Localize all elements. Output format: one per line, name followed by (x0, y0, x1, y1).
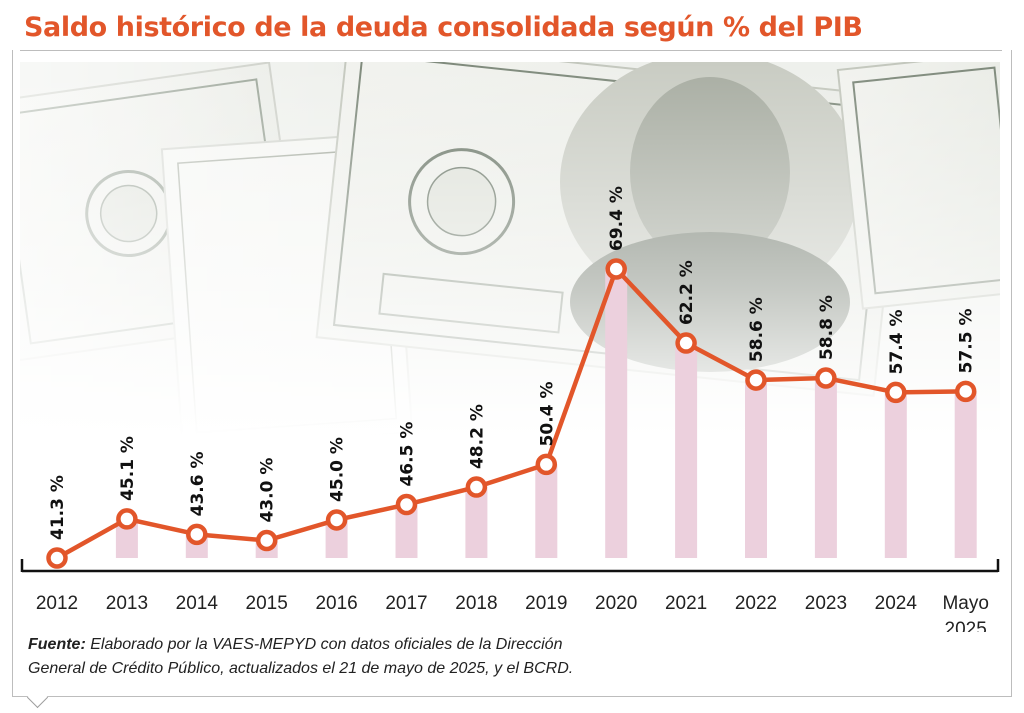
category-label-2024: 2024 (875, 593, 918, 614)
category-label-2013: 2013 (106, 593, 148, 614)
line-path (55, 266, 966, 560)
value-label-2022: 58.6 % (747, 297, 767, 362)
point-2012 (46, 547, 68, 569)
category-label-2012: 2012 (36, 593, 78, 614)
category-label-2017: 2017 (385, 593, 427, 614)
bar-2021 (675, 343, 698, 558)
source-line-1: Elaborado por la VAES-MEPYD con datos of… (90, 636, 563, 653)
point-2022 (745, 369, 767, 391)
banknote-photo-background (20, 62, 1000, 632)
point-2014 (186, 523, 208, 546)
category-label-2023: 2023 (805, 593, 847, 614)
bar-2016 (325, 519, 348, 558)
point-2021 (675, 332, 697, 354)
chart-title: Saldo histórico de la deuda consolidada … (24, 12, 863, 43)
point-2023 (815, 367, 837, 389)
bar-series (115, 269, 977, 558)
source-note: Fuente: Elaborado por la VAES-MEPYD con … (28, 633, 668, 681)
value-label-2018: 48.2 % (467, 404, 487, 469)
bar-2017 (395, 504, 418, 558)
category-label-2022: 2022 (735, 593, 777, 614)
x-axis (20, 559, 1000, 573)
value-label-2017: 46.5 % (398, 422, 418, 487)
value-label-2015: 43.0 % (258, 458, 278, 523)
value-label-2016: 45.0 % (328, 437, 348, 502)
point-2016 (325, 509, 348, 531)
category-label-2021: 2021 (665, 593, 707, 614)
chart: 41.3 % 45.1 % 43.6 % 43.0 % 45.0 % 46.5 % 48.2… (20, 62, 1000, 632)
point-mayo-2025 (954, 380, 977, 403)
point-2020 (605, 258, 627, 280)
value-labels: 41.3 % 45.1 % 43.6 % 43.0 % 45.0 % 46.5 % 48.2… (48, 186, 977, 540)
bar-2020 (605, 269, 628, 558)
value-label-2021: 62.2 % (677, 260, 697, 325)
bar-2019 (535, 464, 558, 558)
chart-frame (12, 50, 1012, 697)
source-label: Fuente: (28, 636, 86, 653)
bar-2024 (884, 392, 907, 558)
value-label-2024: 57.4 % (887, 310, 907, 375)
bar-2022 (745, 380, 767, 558)
bar-2023 (814, 378, 837, 558)
category-label-2016: 2016 (315, 593, 357, 614)
value-label-2012: 41.3 % (48, 475, 68, 540)
value-label-2020: 69.4 % (607, 186, 627, 251)
point-2013 (116, 508, 138, 530)
category-label-2019: 2019 (525, 593, 567, 614)
value-label-2023: 58.8 % (817, 295, 837, 360)
point-markers (46, 258, 977, 569)
bar-2013 (115, 518, 138, 558)
category-label-2018: 2018 (455, 593, 497, 614)
category-label-2020: 2020 (595, 593, 637, 614)
value-label-2019: 50.4 % (537, 382, 557, 447)
category-label-2014: 2014 (176, 593, 219, 614)
line-series (55, 266, 966, 560)
point-2019 (535, 453, 558, 476)
value-label-2013: 45.1 % (118, 436, 138, 501)
value-label-2014: 43.6 % (188, 451, 208, 516)
point-2015 (255, 529, 278, 552)
source-line-2: General de Crédito Público, actualizados… (28, 660, 574, 677)
bar-mayo-2025 (954, 391, 977, 558)
bar-2018 (465, 487, 488, 558)
value-label-mayo-2025: 57.5 % (957, 308, 977, 373)
category-labels: 2012 2013 2014 2015 2016 2017 2018 2019 2020 2021… (36, 593, 989, 632)
point-2018 (465, 476, 488, 498)
category-label-2015: 2015 (246, 593, 288, 614)
category-label-mayo-2025: Mayo 2025 (942, 593, 988, 632)
point-2024 (885, 381, 907, 404)
point-2017 (395, 493, 418, 516)
title-divider (20, 50, 1002, 51)
